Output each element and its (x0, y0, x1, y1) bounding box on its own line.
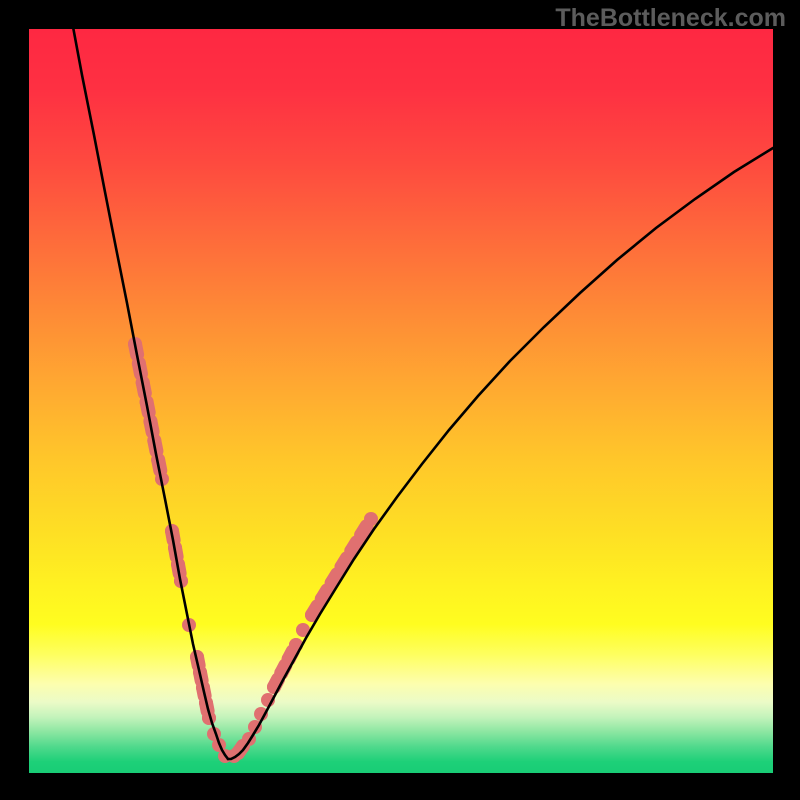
plot-gradient-area (29, 29, 773, 773)
watermark-label: TheBottleneck.com (555, 4, 786, 33)
chart-stage: TheBottleneck.com (0, 0, 800, 800)
